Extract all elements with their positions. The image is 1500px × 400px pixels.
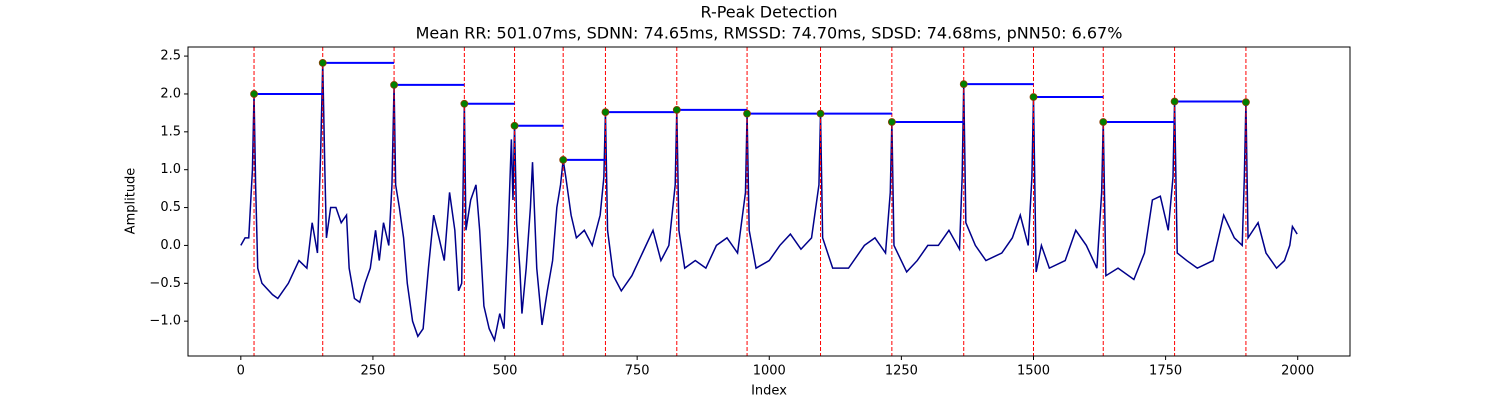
peak-point: [510, 121, 519, 130]
x-tick-label: 500: [493, 364, 518, 379]
peak-point: [250, 90, 258, 98]
y-tick-label: 2.5: [160, 49, 181, 64]
y-tick-label: 0.0: [160, 238, 181, 253]
chart-subtitle: Mean RR: 501.07ms, SDNN: 74.65ms, RMSSD:…: [416, 24, 1123, 43]
x-tick-label: 250: [361, 364, 386, 379]
peak-point: [318, 59, 327, 67]
x-tick-label: 1500: [1017, 364, 1050, 379]
x-tick-label: 0: [237, 364, 245, 379]
peak-point: [816, 109, 825, 118]
peak-point: [460, 99, 469, 108]
peak-point: [601, 108, 610, 117]
y-tick-label: −0.5: [149, 276, 181, 291]
peak-point: [390, 80, 398, 89]
x-tick-label: 2000: [1281, 364, 1314, 379]
plot-frame: [187, 46, 1351, 357]
x-tick-label: 1250: [885, 364, 918, 379]
peak-point: [672, 105, 681, 114]
signal-line: [240, 62, 1298, 343]
x-tick-label: 1750: [1149, 364, 1182, 379]
peak-point: [959, 80, 968, 89]
peak-point: [887, 118, 896, 126]
x-axis-label: Index: [751, 384, 787, 399]
peak-point: [1099, 118, 1108, 126]
peak-point: [1029, 93, 1038, 101]
y-axis-label: Amplitude: [124, 168, 139, 235]
peak-point: [743, 109, 751, 118]
y-tick-label: 2.0: [160, 86, 181, 101]
y-tick-label: 1.0: [160, 162, 181, 177]
chart-title: R-Peak Detection: [700, 3, 837, 22]
peak-point: [1242, 98, 1250, 107]
y-tick-label: 0.5: [160, 200, 181, 215]
x-tick-label: 1000: [753, 364, 786, 379]
y-tick-label: 1.5: [160, 124, 181, 139]
x-tick-label: 750: [625, 364, 650, 379]
peak-point: [1170, 97, 1179, 106]
y-tick-label: −1.0: [149, 314, 181, 329]
peak-point: [559, 155, 568, 164]
